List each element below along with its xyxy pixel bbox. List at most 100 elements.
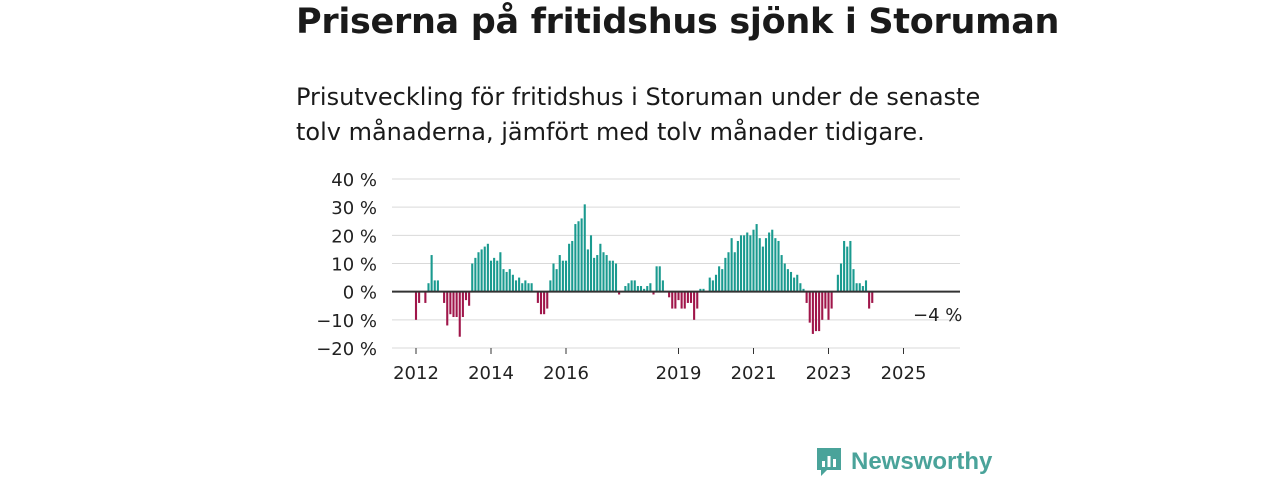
bar (630, 280, 633, 292)
bar (686, 291, 689, 303)
bar (564, 260, 568, 292)
bar (714, 274, 718, 292)
bar (486, 243, 489, 292)
bar (480, 249, 483, 292)
y-tick-label: −20 % (316, 339, 377, 360)
bar (508, 269, 511, 292)
bar (496, 260, 499, 292)
x-axis-ticks: 2012 2014 2016 2019 2021 2023 2025 (393, 348, 926, 384)
bar (561, 260, 564, 292)
bar (846, 246, 849, 292)
bar (661, 280, 664, 292)
bar (424, 291, 427, 303)
bar (649, 283, 652, 292)
bar (861, 286, 864, 292)
x-tick-label: 2012 (393, 363, 439, 384)
bar (452, 291, 455, 318)
y-tick-label: −10 % (316, 311, 377, 332)
bar (668, 291, 671, 298)
bar (758, 238, 761, 292)
bar (583, 204, 586, 292)
x-tick-label: 2014 (468, 363, 514, 384)
bar (643, 288, 646, 292)
bar (827, 291, 830, 320)
bar (546, 291, 549, 309)
bar (605, 255, 608, 292)
brand-name: Newsworthy (851, 448, 993, 475)
bar (568, 243, 571, 292)
bar (699, 288, 702, 292)
bar (818, 291, 821, 332)
bar (639, 286, 643, 292)
x-tick-label: 2016 (543, 363, 589, 384)
newsworthy-logo-icon (817, 448, 841, 476)
bar (871, 291, 874, 303)
bar (777, 240, 780, 292)
bar (796, 274, 799, 292)
bar (789, 271, 793, 292)
bar (824, 291, 827, 309)
bar (461, 291, 464, 318)
bar (608, 260, 611, 292)
bar (836, 274, 839, 292)
bar (549, 280, 552, 292)
bar (474, 257, 477, 292)
bar (577, 221, 580, 292)
bar (736, 240, 739, 292)
bar (527, 283, 530, 292)
bar (464, 291, 468, 301)
bar (458, 291, 461, 337)
bar (530, 283, 533, 292)
bar (768, 232, 771, 292)
bar (799, 283, 802, 292)
bar (774, 238, 777, 292)
bar (618, 291, 621, 295)
bar (830, 291, 833, 309)
bar (755, 224, 758, 292)
bar (614, 263, 618, 292)
bar (780, 255, 783, 292)
bar (683, 291, 686, 309)
bar (430, 255, 433, 292)
x-tick-label: 2023 (806, 363, 852, 384)
bar (764, 238, 768, 292)
bar (693, 291, 696, 320)
bar (814, 291, 818, 332)
bar (539, 291, 543, 315)
bar (552, 263, 555, 292)
bar (727, 252, 730, 292)
bar (455, 291, 458, 318)
bar (589, 235, 593, 292)
x-tick-label: 2021 (731, 363, 777, 384)
bar (599, 243, 602, 292)
bar (805, 291, 808, 303)
chart-subtitle: Prisutveckling för fritidshus i Storuman… (296, 83, 981, 146)
bar (771, 229, 774, 292)
last-value-label: −4 % (913, 305, 962, 326)
bar (852, 269, 855, 292)
bar (518, 277, 521, 292)
bar (596, 255, 599, 292)
bars (414, 204, 874, 337)
bar (749, 235, 752, 292)
bar (586, 249, 589, 292)
bar (521, 283, 524, 292)
bar (658, 266, 661, 292)
price-change-chart: 40 %30 %20 %10 %0 %−10 %−20 % 2012 2014 20… (316, 170, 962, 384)
bar (655, 266, 658, 292)
bar (652, 291, 655, 295)
bar (511, 274, 514, 292)
bar (446, 291, 449, 326)
bar (858, 283, 861, 292)
bar (624, 286, 627, 292)
newsworthy-brand: Newsworthy (815, 446, 992, 478)
bar (783, 263, 786, 292)
bar (721, 269, 724, 292)
bar (674, 291, 677, 309)
bar (711, 280, 714, 292)
bar (808, 291, 811, 323)
bar (571, 240, 574, 292)
bar (499, 252, 502, 292)
bar (611, 260, 614, 292)
bar (689, 291, 693, 303)
